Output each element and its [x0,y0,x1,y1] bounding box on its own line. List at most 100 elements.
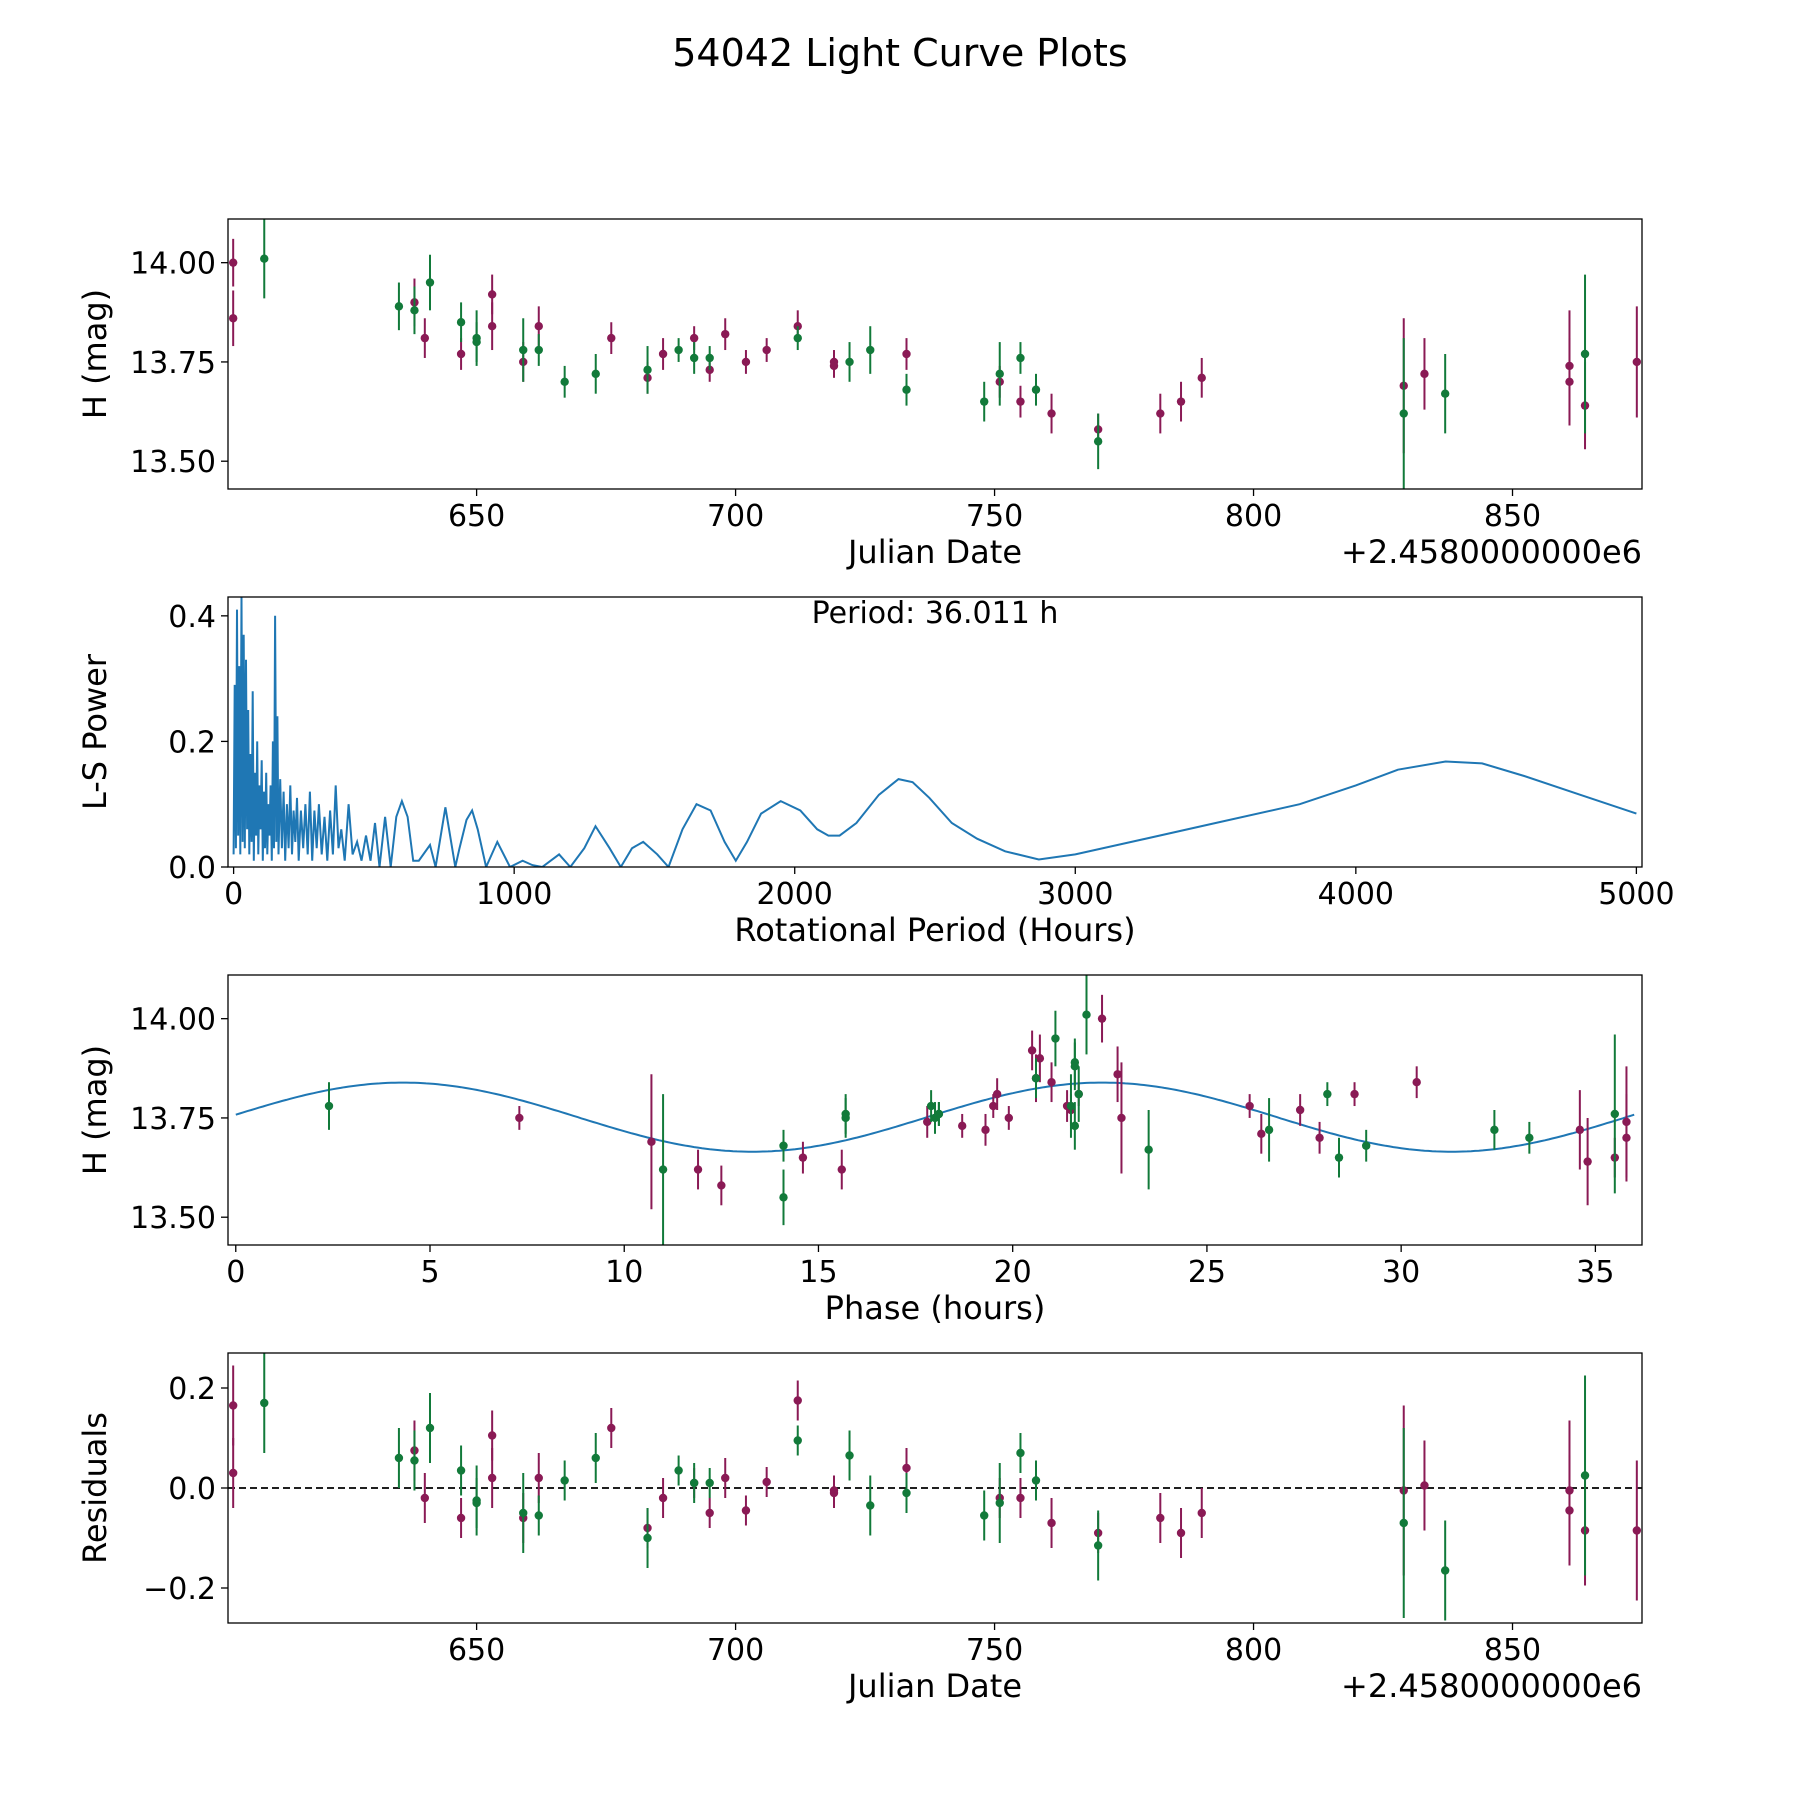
y-tick-label: 13.75 [130,1102,216,1137]
x-tick-label: 850 [1484,1633,1541,1668]
data-point [487,1431,497,1440]
data-point [1575,1125,1585,1135]
data-point [228,1468,238,1478]
data-point [591,1453,600,1463]
data-point [926,1101,936,1111]
data-point [1361,1141,1371,1150]
data-point [1176,1528,1186,1538]
data-point [1264,1125,1274,1135]
data-point [515,1113,524,1123]
series-line [232,597,1637,867]
data-point [1117,1113,1126,1123]
data-point [798,1153,808,1162]
y-axis-label: H (mag) [76,1045,114,1175]
data-point [721,1473,730,1483]
data-point [456,1466,466,1475]
data-point [934,1109,944,1119]
data-point [1580,349,1590,359]
data-point [591,369,600,379]
x-tick-label: 700 [707,1633,764,1668]
data-point [989,1101,998,1111]
data-point [519,345,528,355]
x-tick-label: 3000 [1037,877,1113,912]
data-point [1490,1125,1499,1135]
x-tick-label: 0 [226,1255,245,1290]
data-point [829,361,839,371]
y-tick-label: 14.00 [130,247,216,282]
data-point [1583,1157,1592,1166]
data-point [693,1165,703,1174]
panels: 650 700 750 800 850 13.50 13.75 14.00 Julian Dat… [76,218,1675,1705]
data-point [1016,1493,1025,1503]
data-point [607,333,616,343]
data-point [643,365,652,375]
x-tick-label: 35 [1576,1255,1614,1290]
data-point [741,357,751,367]
data-point [394,1453,404,1463]
data-point [674,1466,683,1475]
x-offset-label: +2.4580000000e6 [1341,1667,1642,1705]
axes-frame [227,596,1643,868]
data-point [779,1141,788,1150]
x-tick-label: 650 [448,499,505,534]
data-point [1420,369,1429,379]
data-point [1176,397,1186,406]
data-point [1144,1145,1153,1154]
y-axis-label: L-S Power [76,653,114,810]
data-point [1412,1078,1421,1087]
data-point [560,377,569,386]
data-point [1257,1129,1266,1139]
y-tick-label: 0.2 [168,725,216,760]
data-point [1051,1034,1060,1043]
data-point [837,1165,846,1174]
data-point [1440,389,1450,398]
data-point [793,333,802,343]
data-point [456,349,466,359]
data-point [1350,1089,1359,1099]
data-point [324,1101,334,1111]
data-point [1295,1105,1305,1115]
x-axis-label: Rotational Period (Hours) [734,911,1135,949]
data-point [957,1121,967,1131]
x-tick-label: 15 [799,1255,837,1290]
data-point [762,345,771,355]
data-point [1334,1153,1344,1162]
data-point [456,318,466,327]
y-tick-label: 0.4 [168,600,216,635]
data-point [534,345,543,355]
panel-p3: 0 5 10 15 20 25 30 35 13.50 13.75 14.00 Phase (hour… [76,974,1643,1327]
data-point [1156,1513,1165,1523]
axes-frame [227,218,1643,490]
data-point [1074,1089,1083,1099]
data-point [992,1089,1002,1099]
plot-area [228,1353,1642,1621]
data-point [1197,373,1206,383]
x-tick-label: 25 [1188,1255,1226,1290]
data-point [260,1398,269,1408]
x-tick-label: 800 [1225,499,1282,534]
data-point [980,1511,989,1520]
data-point [829,1488,839,1498]
data-point [705,1478,714,1488]
data-point [487,322,497,331]
data-point [410,1456,419,1465]
period-annotation: Period: 36.011 h [812,596,1059,631]
data-point [394,302,404,311]
data-point [1323,1089,1332,1099]
plot-area [228,219,1642,489]
x-tick-label: 750 [966,499,1023,534]
data-point [647,1137,656,1146]
x-tick-label: 1000 [476,877,552,912]
y-tick-label: 14.00 [130,1003,216,1038]
data-point [866,1501,875,1510]
data-point [1031,385,1041,394]
data-point [981,1125,990,1135]
data-point [1565,377,1574,386]
x-tick-label: 750 [966,1633,1023,1668]
data-point [741,1506,751,1515]
y-tick-label: 0.0 [168,851,216,886]
figure-title: 54042 Light Curve Plots [672,31,1127,75]
x-tick-label: 2000 [757,877,833,912]
data-point [1070,1121,1080,1131]
x-tick-label: 5000 [1598,877,1674,912]
